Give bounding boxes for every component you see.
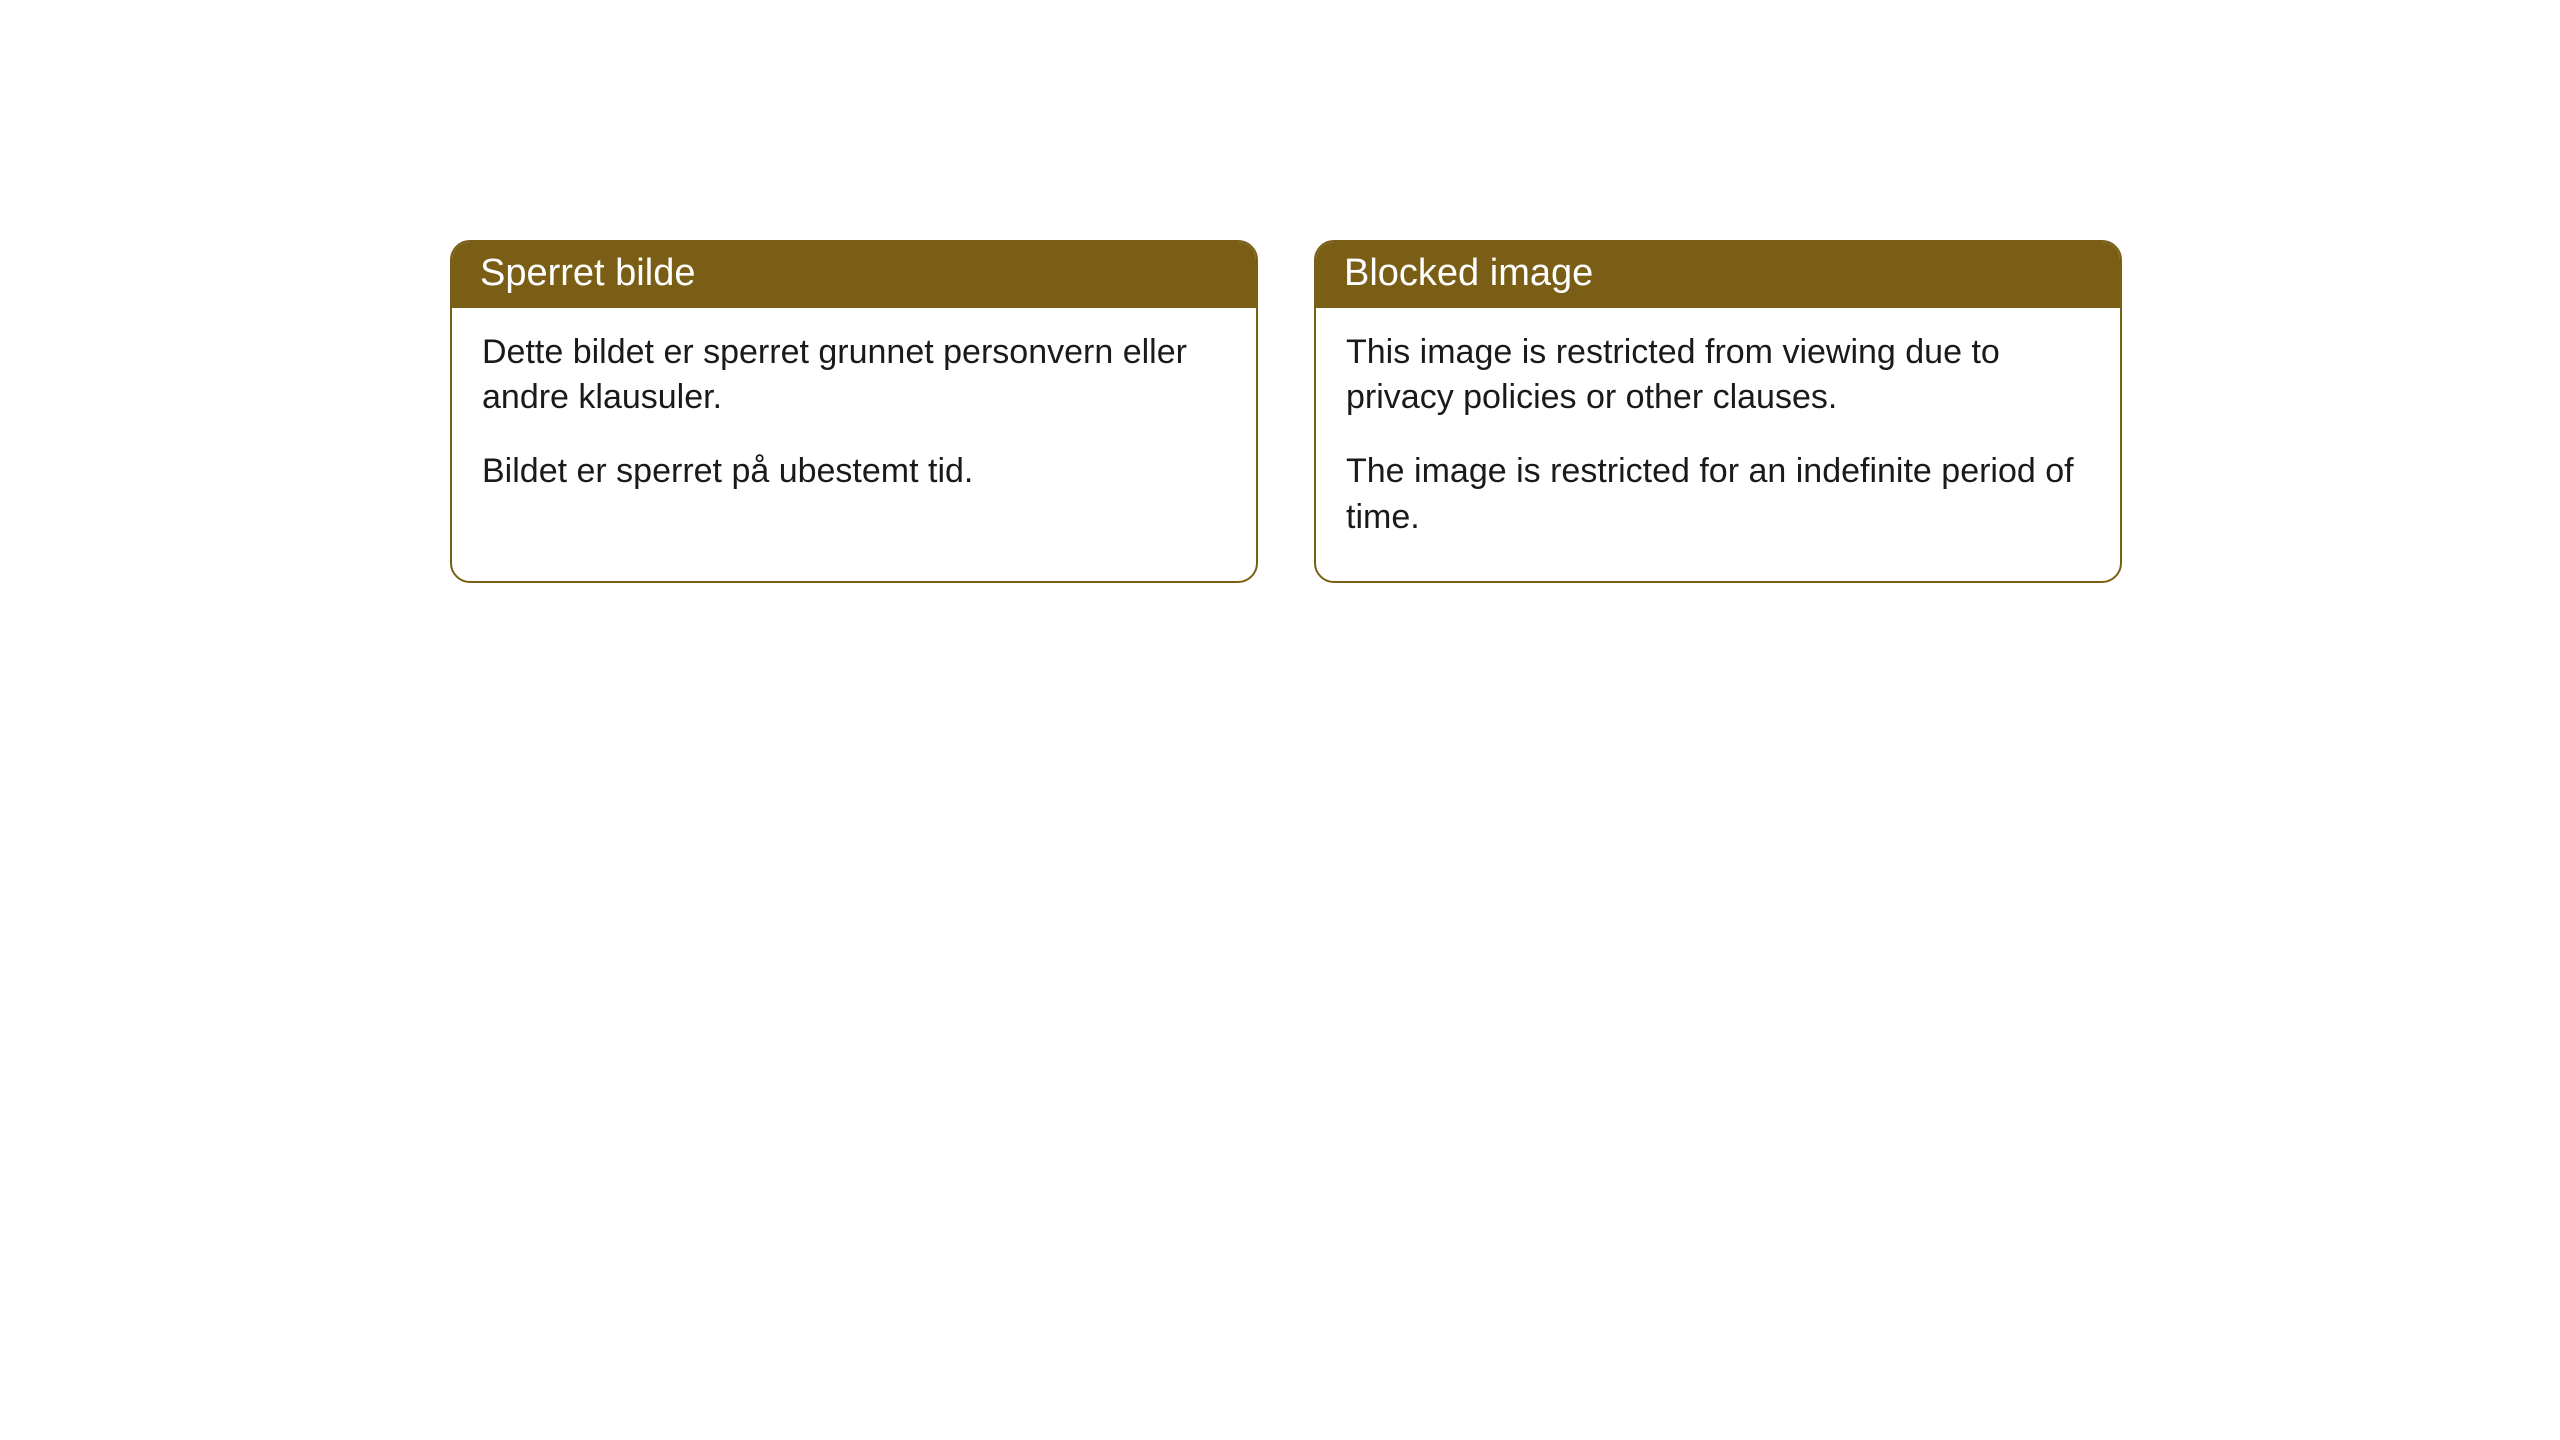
card-paragraph: This image is restricted from viewing du… — [1346, 330, 2090, 422]
card-paragraph: Dette bildet er sperret grunnet personve… — [482, 330, 1226, 422]
blocked-image-card-no: Sperret bilde Dette bildet er sperret gr… — [450, 240, 1258, 583]
notice-cards-container: Sperret bilde Dette bildet er sperret gr… — [450, 240, 2122, 583]
card-body: This image is restricted from viewing du… — [1316, 308, 2120, 582]
card-body: Dette bildet er sperret grunnet personve… — [452, 308, 1256, 536]
card-paragraph: The image is restricted for an indefinit… — [1346, 449, 2090, 541]
card-title: Sperret bilde — [452, 242, 1256, 308]
blocked-image-card-en: Blocked image This image is restricted f… — [1314, 240, 2122, 583]
card-paragraph: Bildet er sperret på ubestemt tid. — [482, 449, 1226, 495]
card-title: Blocked image — [1316, 242, 2120, 308]
